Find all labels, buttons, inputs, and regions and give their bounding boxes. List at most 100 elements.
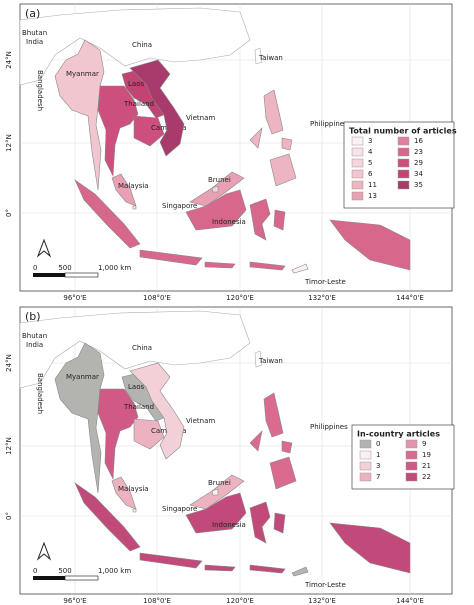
country-label: Myanmar	[66, 70, 99, 78]
country	[204, 564, 236, 572]
country	[291, 263, 309, 274]
country	[249, 430, 263, 452]
country	[249, 127, 263, 149]
legend-label: 19	[422, 451, 431, 459]
country-label: Brunei	[208, 176, 231, 184]
country	[329, 219, 411, 271]
map-label: Bhutan	[22, 29, 47, 37]
country-label: Indonesia	[212, 521, 246, 529]
land	[254, 350, 263, 368]
country	[74, 482, 141, 552]
country-label: Philippines	[310, 120, 348, 128]
country	[273, 512, 286, 534]
country-label: Malaysia	[118, 485, 149, 493]
land	[19, 310, 251, 389]
scale-label: 0	[33, 567, 37, 575]
lat-label: 24°N	[5, 51, 13, 69]
country-label: Myanmar	[66, 373, 99, 381]
country	[263, 392, 284, 438]
legend-title: In-country articles	[357, 430, 440, 439]
lon-label: 144°0'E	[396, 294, 424, 302]
lat-label: 12°N	[5, 437, 13, 455]
country	[97, 85, 139, 178]
legend-swatch	[351, 191, 364, 201]
country	[185, 492, 247, 534]
lon-label: 132°0'E	[308, 597, 336, 605]
country-label: Vietnam	[186, 417, 215, 425]
legend-swatch	[351, 169, 364, 179]
country	[269, 456, 297, 490]
lat-label: 0°	[5, 512, 13, 520]
country	[249, 261, 286, 271]
country	[211, 185, 219, 193]
country	[185, 189, 247, 231]
lon-label: 108°0'E	[143, 294, 171, 302]
lon-label: 144°0'E	[396, 597, 424, 605]
map-panel: MyanmarLaosThailandCambodiaVietnamMalays…	[5, 3, 457, 302]
scale-label: 1,000 km	[98, 567, 131, 575]
legend-swatch	[397, 147, 410, 157]
legend-label: 16	[414, 137, 423, 145]
country	[291, 566, 309, 577]
lon-label: 132°0'E	[308, 294, 336, 302]
legend-swatch	[359, 439, 372, 449]
legend-swatch	[405, 450, 418, 460]
scale-label: 1,000 km	[98, 264, 131, 272]
legend-label: 1	[376, 451, 380, 459]
legend-swatch	[351, 158, 364, 168]
legend-label: 7	[376, 473, 380, 481]
legend-label: 21	[422, 462, 431, 470]
country-label: Thailand	[123, 403, 154, 411]
map-label: Taiwan	[258, 54, 283, 62]
country	[269, 153, 297, 187]
panel-label: (a)	[25, 7, 40, 20]
legend-swatch	[397, 136, 410, 146]
map-label: Bangladesh	[36, 70, 44, 111]
legend-label: 34	[414, 170, 423, 178]
scale-black	[33, 576, 65, 580]
country	[281, 137, 293, 151]
map-label: India	[26, 38, 43, 46]
country-label: Timor-Leste	[304, 581, 346, 589]
land	[254, 47, 263, 65]
panel-label: (b)	[25, 310, 41, 323]
legend-swatch	[351, 180, 364, 190]
map-label: Bhutan	[22, 332, 47, 340]
country	[97, 388, 139, 481]
legend-label: 13	[368, 192, 377, 200]
legend-label: 9	[422, 440, 426, 448]
map-panel: MyanmarLaosThailandCambodiaVietnamMalays…	[5, 306, 455, 605]
lat-label: 24°N	[5, 354, 13, 372]
country-label: Philippines	[310, 423, 348, 431]
country-label: Singapore	[162, 505, 197, 513]
scale-label: 500	[58, 567, 71, 575]
map-label: India	[26, 341, 43, 349]
legend-label: 0	[376, 440, 380, 448]
legend-swatch	[405, 461, 418, 471]
legend-label: 6	[368, 170, 373, 178]
legend-swatch	[359, 450, 372, 460]
country-label: Brunei	[208, 479, 231, 487]
land	[19, 7, 251, 86]
lat-label: 12°N	[5, 134, 13, 152]
legend-title: Total number of articles	[349, 127, 457, 136]
lat-label: 0°	[5, 209, 13, 217]
legend-label: 29	[414, 159, 423, 167]
legend-swatch	[397, 158, 410, 168]
legend-swatch	[405, 439, 418, 449]
legend-swatch	[351, 147, 364, 157]
scale-label: 500	[58, 264, 71, 272]
legend-swatch	[359, 461, 372, 471]
country	[249, 564, 286, 574]
country-label: Indonesia	[212, 218, 246, 226]
legend-swatch	[397, 169, 410, 179]
lon-label: 120°0'E	[226, 294, 254, 302]
country	[133, 418, 165, 450]
map-label: Bangladesh	[36, 373, 44, 414]
legend-swatch	[351, 136, 364, 146]
country	[133, 115, 165, 147]
country-label: Thailand	[123, 100, 154, 108]
lon-label: 120°0'E	[226, 597, 254, 605]
legend-label: 4	[368, 148, 373, 156]
country	[129, 59, 185, 157]
